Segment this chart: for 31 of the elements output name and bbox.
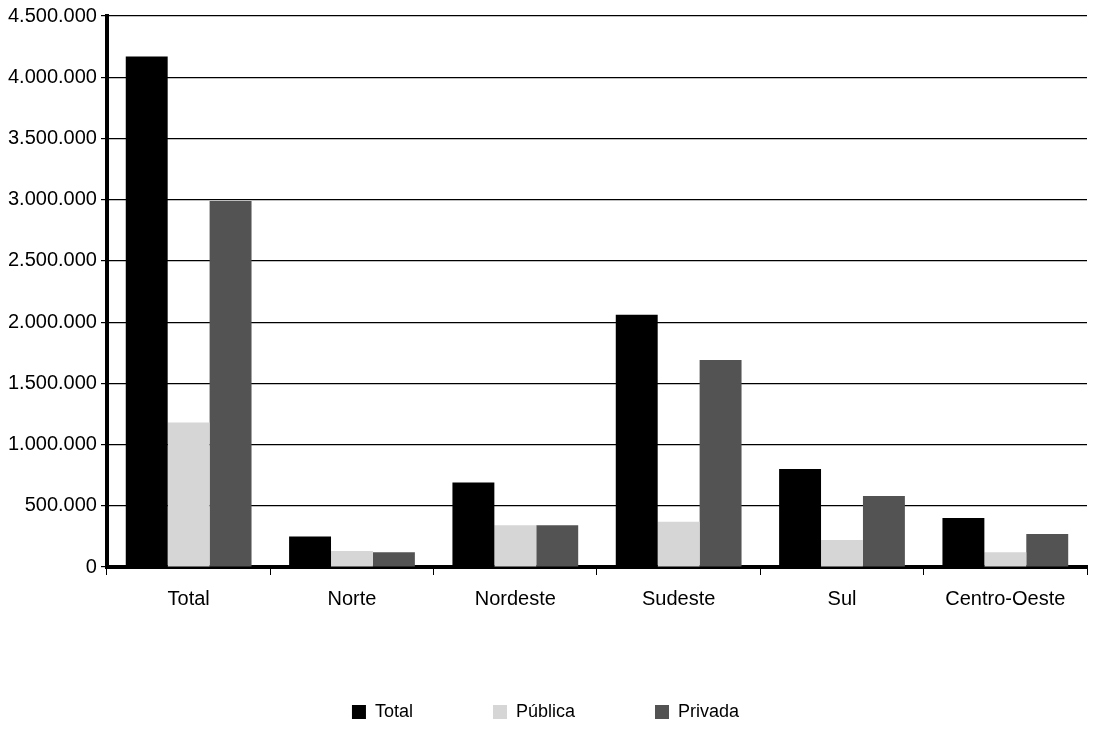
bar — [862, 495, 905, 567]
bar — [331, 551, 373, 567]
y-tick-label: 2.000.000 — [7, 309, 97, 332]
y-tick-label: 1.500.000 — [7, 370, 97, 393]
x-tick-label: Nordeste — [474, 586, 556, 609]
y-tick-label: 4.500.000 — [7, 3, 97, 26]
x-tick-label: Centro-Oeste — [945, 586, 1066, 609]
y-tick-label: 3.500.000 — [7, 125, 97, 148]
bar — [699, 360, 742, 567]
x-tick-label: Sudeste — [641, 586, 716, 609]
bar — [657, 521, 700, 567]
bar — [821, 540, 863, 567]
y-tick-label: 4.000.000 — [7, 64, 97, 87]
bar — [209, 200, 252, 567]
y-tick-label: 1.000.000 — [7, 432, 97, 455]
legend-label: Pública — [515, 700, 576, 721]
y-tick-label: 500.000 — [24, 493, 97, 516]
y-tick-label: 2.500.000 — [7, 248, 97, 271]
x-tick-label: Sul — [827, 586, 857, 609]
bar — [1026, 533, 1069, 567]
y-tick-label: 3.000.000 — [7, 187, 97, 210]
y-tick-label: 0 — [85, 554, 97, 577]
legend-label: Privada — [678, 700, 741, 721]
legend-label: Total — [374, 700, 413, 721]
bar — [494, 525, 537, 567]
x-tick-label: Norte — [327, 586, 377, 609]
x-tick-label: Total — [167, 586, 210, 609]
bar — [984, 552, 1027, 567]
bar — [167, 422, 210, 567]
bar — [372, 552, 415, 567]
bar — [536, 525, 579, 567]
